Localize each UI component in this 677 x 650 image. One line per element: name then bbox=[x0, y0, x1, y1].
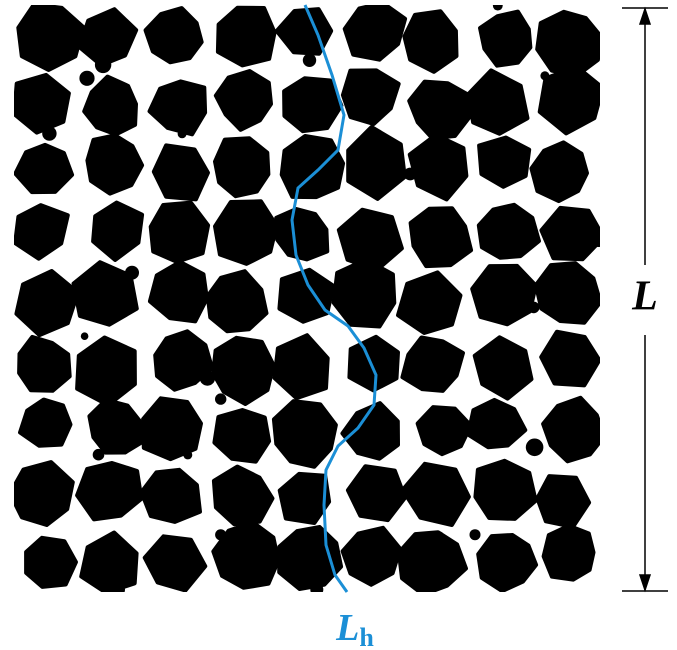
arrowhead-top bbox=[640, 9, 650, 24]
small-particle bbox=[245, 299, 256, 310]
small-particle bbox=[444, 431, 452, 439]
small-particle bbox=[524, 490, 533, 499]
small-particle bbox=[183, 450, 192, 459]
small-particle bbox=[125, 266, 139, 280]
small-particle bbox=[526, 439, 544, 457]
path-length-sub: h bbox=[359, 623, 374, 650]
small-particle bbox=[227, 24, 244, 41]
small-particle bbox=[95, 57, 111, 73]
small-particle bbox=[434, 531, 444, 541]
path-length-main: L bbox=[335, 607, 359, 649]
small-particle bbox=[29, 351, 45, 367]
particle bbox=[334, 260, 395, 327]
small-particle bbox=[215, 529, 226, 540]
particle bbox=[537, 12, 600, 75]
small-particle bbox=[303, 54, 316, 67]
small-particle bbox=[208, 362, 217, 371]
small-particle bbox=[42, 126, 56, 140]
particle bbox=[215, 201, 277, 264]
small-particle bbox=[110, 582, 125, 597]
particle bbox=[215, 138, 268, 196]
particle bbox=[143, 398, 201, 459]
particle bbox=[26, 538, 76, 587]
small-particle bbox=[404, 168, 417, 181]
small-particle bbox=[174, 216, 186, 228]
small-particle bbox=[178, 129, 187, 138]
small-particle bbox=[320, 438, 326, 444]
small-particle bbox=[540, 71, 549, 80]
small-particle bbox=[300, 342, 312, 354]
particle bbox=[472, 266, 536, 324]
particle bbox=[475, 461, 535, 519]
small-particle bbox=[422, 372, 429, 379]
small-particle bbox=[93, 449, 105, 461]
arrowhead-bottom bbox=[640, 575, 650, 590]
small-particle bbox=[330, 163, 336, 169]
small-particle bbox=[528, 302, 540, 314]
particle bbox=[544, 526, 594, 580]
particle bbox=[349, 337, 398, 391]
small-particle bbox=[215, 393, 226, 404]
small-particle bbox=[79, 71, 94, 86]
path-length-label: Lh bbox=[335, 607, 374, 650]
microstructure bbox=[10, 1, 607, 597]
small-particle bbox=[564, 289, 574, 299]
small-particle bbox=[81, 332, 89, 340]
particle bbox=[404, 11, 456, 72]
small-particle bbox=[470, 529, 481, 540]
particles bbox=[10, 1, 607, 597]
particle bbox=[141, 470, 200, 522]
small-particle bbox=[152, 544, 165, 557]
figure: L Lh bbox=[0, 0, 677, 650]
particle bbox=[151, 203, 208, 262]
small-particle bbox=[49, 292, 62, 305]
small-particle bbox=[310, 583, 323, 596]
small-particle bbox=[590, 230, 607, 247]
small-particle bbox=[493, 1, 503, 11]
small-particle bbox=[44, 417, 59, 432]
particle bbox=[218, 8, 275, 66]
small-particle bbox=[236, 95, 246, 105]
length-label: L bbox=[631, 274, 658, 320]
